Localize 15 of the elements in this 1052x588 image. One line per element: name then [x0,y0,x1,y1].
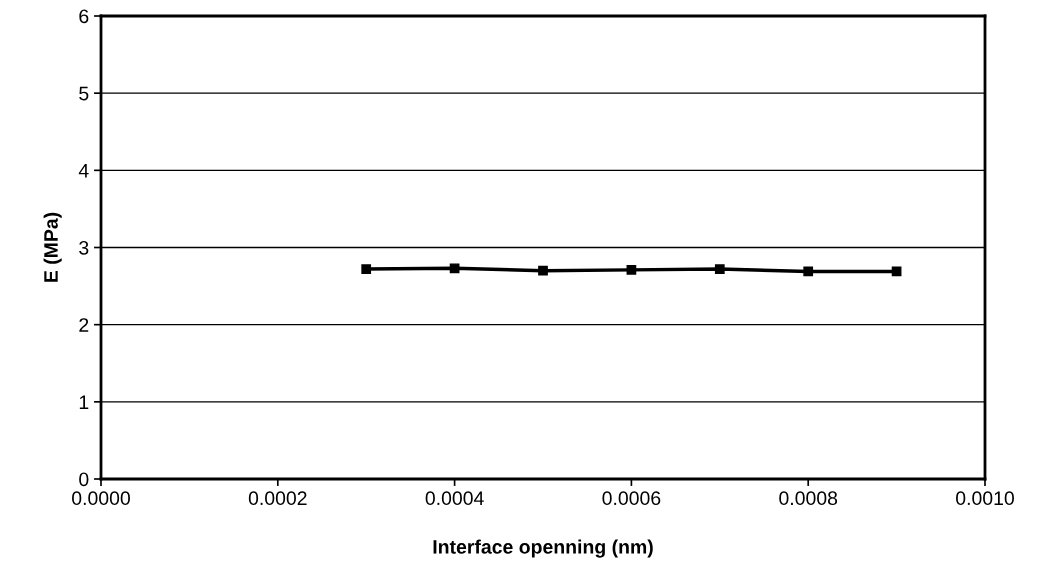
x-tick-label: 0.0000 [72,491,130,506]
x-tick-label: 0.0004 [425,491,484,506]
y-tick-label: 6 [79,9,89,24]
y-axis-title: E (MPa) [43,212,62,282]
y-tick-label: 3 [79,240,89,255]
x-tick-label: 0.0008 [779,491,838,506]
y-tick-label: 1 [79,395,89,409]
x-tick-label: 0.0002 [248,491,307,506]
y-tick-label: 5 [79,86,89,101]
y-tick-label: 0 [79,472,89,487]
y-tick-label: 4 [78,164,89,178]
x-tick-label: 0.0006 [602,491,661,506]
x-axis-title: Interface openning (nm) [433,539,653,558]
x-tick-label: 0.0010 [956,491,1014,506]
y-tick-label: 2 [79,318,89,332]
